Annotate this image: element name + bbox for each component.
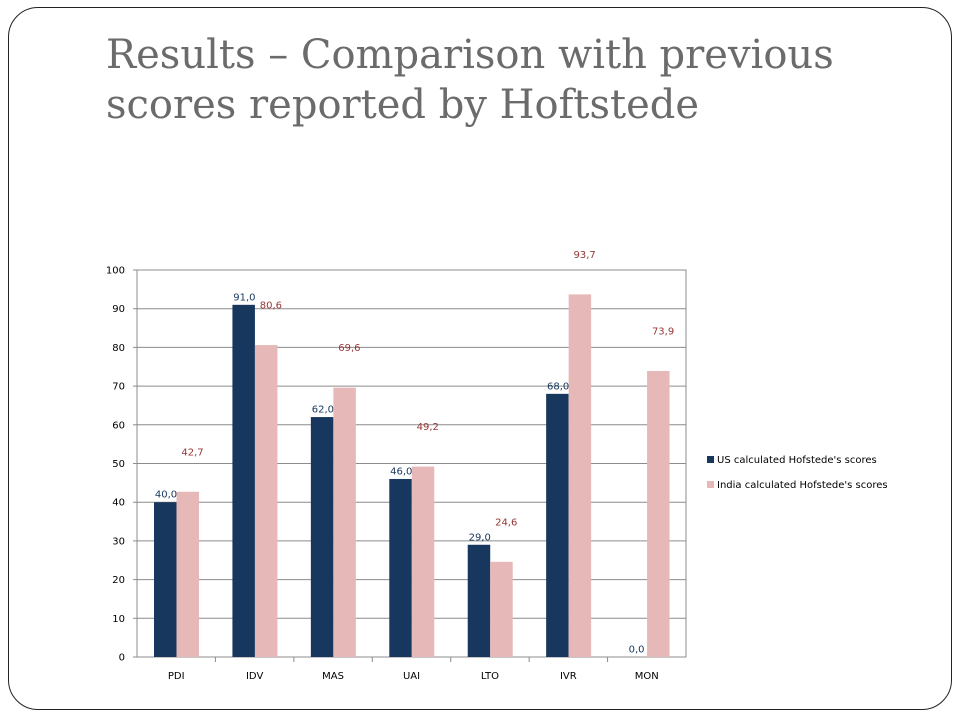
y-tick-label: 20 <box>112 575 125 586</box>
x-tick-label: PDI <box>168 671 185 682</box>
data-label: 42,7 <box>181 447 203 458</box>
y-tick-label: 90 <box>112 304 125 315</box>
legend-label: India calculated Hofstede's scores <box>717 480 888 491</box>
data-label: 73,9 <box>652 327 674 338</box>
data-label: 49,2 <box>417 422 439 433</box>
y-tick-label: 60 <box>112 420 125 431</box>
slide-title-line-1: Results – Comparison with previous <box>106 32 834 78</box>
data-label: 91,0 <box>233 292 255 303</box>
data-label: 68,0 <box>547 381 569 392</box>
data-label: 29,0 <box>469 532 491 543</box>
y-tick-label: 0 <box>119 653 125 664</box>
bar <box>254 345 278 657</box>
bar <box>546 393 569 657</box>
data-label: 80,6 <box>260 301 282 312</box>
x-tick-label: MON <box>635 671 659 682</box>
bar <box>176 491 199 657</box>
data-label: 40,0 <box>155 490 177 501</box>
bar <box>490 561 513 657</box>
bar <box>568 294 592 657</box>
x-tick-label: UAI <box>403 671 420 682</box>
bar <box>333 387 356 657</box>
data-label: 24,6 <box>495 517 517 528</box>
y-tick-label: 70 <box>112 382 125 393</box>
bar <box>232 304 255 657</box>
bar <box>389 478 412 657</box>
x-tick-label: IVR <box>560 671 577 682</box>
bar <box>310 417 334 657</box>
legend-swatch <box>707 456 714 463</box>
data-label: 46,0 <box>390 466 412 477</box>
y-tick-label: 30 <box>112 536 125 547</box>
bar <box>411 466 435 657</box>
slide-title-line-2: scores reported by Hoftstede <box>106 82 700 128</box>
y-tick-label: 50 <box>112 459 125 470</box>
x-tick-label: IDV <box>246 671 263 682</box>
y-tick-label: 10 <box>112 614 125 625</box>
y-tick-label: 100 <box>106 266 125 277</box>
data-label: 0,0 <box>629 645 645 656</box>
bar <box>467 544 491 657</box>
legend-label: US calculated Hofstede's scores <box>717 455 877 466</box>
x-tick-label: LTO <box>481 671 499 682</box>
data-label: 69,6 <box>338 343 360 354</box>
slide-title: Results – Comparison with previous score… <box>106 30 906 130</box>
data-label: 62,0 <box>312 405 334 416</box>
legend-swatch <box>707 481 714 488</box>
y-tick-label: 40 <box>112 498 125 509</box>
y-tick-label: 80 <box>112 343 125 354</box>
x-tick-label: MAS <box>322 671 344 682</box>
data-label: 93,7 <box>574 250 596 261</box>
bar <box>154 502 177 657</box>
bar <box>647 371 670 657</box>
